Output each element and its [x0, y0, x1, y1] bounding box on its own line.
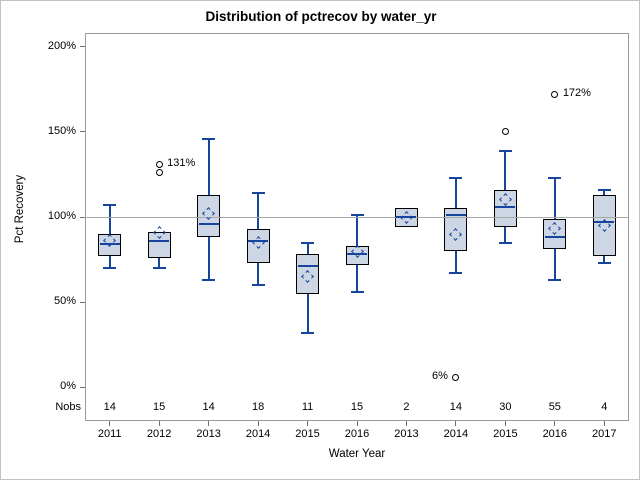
- nobs-value: 15: [153, 401, 166, 413]
- box: [592, 194, 616, 257]
- x-tick-mark: [405, 421, 407, 426]
- x-tick-mark: [504, 421, 506, 426]
- y-axis-title: Pct Recovery: [14, 174, 26, 244]
- median-line: [445, 214, 466, 217]
- median-line: [248, 239, 269, 242]
- outlier-point: [452, 373, 460, 381]
- whisker-cap-top: [597, 188, 611, 191]
- x-tick-mark: [356, 421, 358, 426]
- whisker-cap-bottom: [449, 272, 463, 275]
- x-tick-label: 2014: [443, 428, 469, 440]
- x-tick-label: 2011: [97, 428, 122, 440]
- box: [197, 194, 221, 238]
- nobs-value: 18: [251, 401, 265, 413]
- nobs-value: 4: [601, 401, 608, 413]
- median-line: [495, 205, 516, 208]
- whisker-cap-top: [350, 214, 364, 217]
- x-tick-label: 2015: [493, 428, 518, 440]
- nobs-value: 14: [449, 401, 463, 413]
- box: [246, 228, 270, 263]
- whisker-cap-bottom: [350, 290, 364, 293]
- outlier-point: [501, 128, 509, 136]
- box: [444, 208, 468, 252]
- nobs-value: 2: [403, 401, 410, 413]
- whisker-cap-bottom: [301, 331, 315, 334]
- whisker-cap-top: [202, 137, 216, 140]
- x-tick-label: 2015: [295, 428, 320, 440]
- x-tick-mark: [257, 421, 259, 426]
- outlier-label: 172%: [562, 87, 591, 100]
- y-tick-label: 50%: [53, 295, 76, 308]
- whisker-cap-bottom: [152, 267, 166, 270]
- outlier-point: [155, 160, 163, 168]
- y-tick-mark: [80, 131, 85, 133]
- x-tick-label: 2017: [592, 428, 617, 440]
- x-tick-mark: [554, 421, 556, 426]
- median-line: [198, 222, 219, 225]
- median-line: [347, 253, 367, 256]
- x-tick-label: 2014: [245, 428, 271, 440]
- plot-frame: [85, 33, 629, 421]
- y-tick-label: 0%: [60, 380, 76, 393]
- nobs-value: 55: [548, 401, 561, 413]
- x-axis-title: Water Year: [328, 448, 386, 460]
- whisker-cap-bottom: [548, 279, 562, 281]
- box: [147, 232, 171, 258]
- x-tick-mark: [307, 421, 309, 426]
- x-tick-mark: [603, 421, 605, 426]
- x-tick-label: 2016: [344, 428, 370, 440]
- whisker-cap-top: [449, 176, 463, 179]
- y-tick-mark: [80, 216, 85, 218]
- x-tick-label: 2013: [196, 428, 221, 440]
- median-line: [99, 243, 120, 246]
- box: [296, 254, 320, 294]
- whisker-cap-bottom: [597, 261, 611, 264]
- whisker-cap-top: [498, 149, 512, 152]
- whisker-cap-top: [548, 176, 562, 179]
- median-line: [396, 216, 417, 218]
- box: [493, 189, 517, 228]
- median-line: [544, 236, 565, 239]
- whisker-cap-bottom: [202, 279, 216, 281]
- x-tick-mark: [109, 421, 111, 426]
- outlier-label: 131%: [167, 157, 196, 170]
- whisker-cap-top: [103, 204, 117, 207]
- median-line: [594, 221, 615, 224]
- y-tick-mark: [80, 46, 85, 48]
- nobs-value: 14: [202, 401, 215, 413]
- whisker-cap-bottom: [498, 241, 512, 244]
- x-tick-mark: [208, 421, 210, 426]
- whisker-cap-bottom: [103, 267, 117, 270]
- y-tick-label: 100%: [47, 210, 76, 222]
- x-tick-mark: [158, 421, 160, 426]
- chart-title: Distribution of pctrecov by water_yr: [205, 9, 437, 24]
- nobs-row-label: Nobs: [55, 401, 81, 413]
- x-tick-label: 2013: [394, 428, 419, 440]
- reference-line-100pct: [85, 216, 629, 218]
- outlier-point: [155, 169, 163, 177]
- nobs-value: 15: [350, 401, 364, 413]
- median-line: [297, 265, 318, 268]
- box: [543, 218, 567, 250]
- y-tick-mark: [80, 386, 85, 388]
- y-tick-label: 150%: [47, 124, 76, 137]
- y-tick-label: 200%: [47, 39, 76, 52]
- nobs-value: 11: [301, 401, 314, 413]
- outlier-point: [551, 90, 559, 98]
- nobs-value: 14: [103, 401, 116, 413]
- outlier-label: 6%: [432, 370, 448, 383]
- whisker-cap-top: [251, 192, 265, 195]
- x-tick-mark: [455, 421, 457, 426]
- x-tick-label: 2012: [146, 428, 172, 440]
- x-tick-label: 2016: [542, 428, 568, 440]
- y-tick-mark: [80, 301, 85, 303]
- nobs-value: 30: [499, 401, 512, 413]
- whisker-cap-top: [301, 241, 315, 244]
- whisker-cap-bottom: [251, 284, 265, 287]
- median-line: [149, 239, 170, 242]
